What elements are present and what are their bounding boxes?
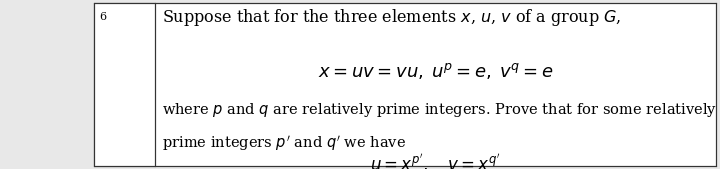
Text: $u = x^{p'},\quad v = x^{q'}$: $u = x^{p'},\quad v = x^{q'}$	[370, 152, 501, 169]
FancyBboxPatch shape	[94, 3, 716, 166]
Text: prime integers $p'$ and $q'$ we have: prime integers $p'$ and $q'$ we have	[162, 134, 406, 153]
FancyBboxPatch shape	[94, 3, 155, 166]
Text: where $p$ and $q$ are relatively prime integers. Prove that for some relatively: where $p$ and $q$ are relatively prime i…	[162, 101, 717, 119]
Text: 6: 6	[99, 12, 107, 22]
Text: $x = uv = vu, \; u^p = e, \; v^q = e$: $x = uv = vu, \; u^p = e, \; v^q = e$	[318, 61, 554, 81]
Text: Suppose that for the three elements $x$, $u$, $v$ of a group $G$,: Suppose that for the three elements $x$,…	[162, 7, 621, 28]
